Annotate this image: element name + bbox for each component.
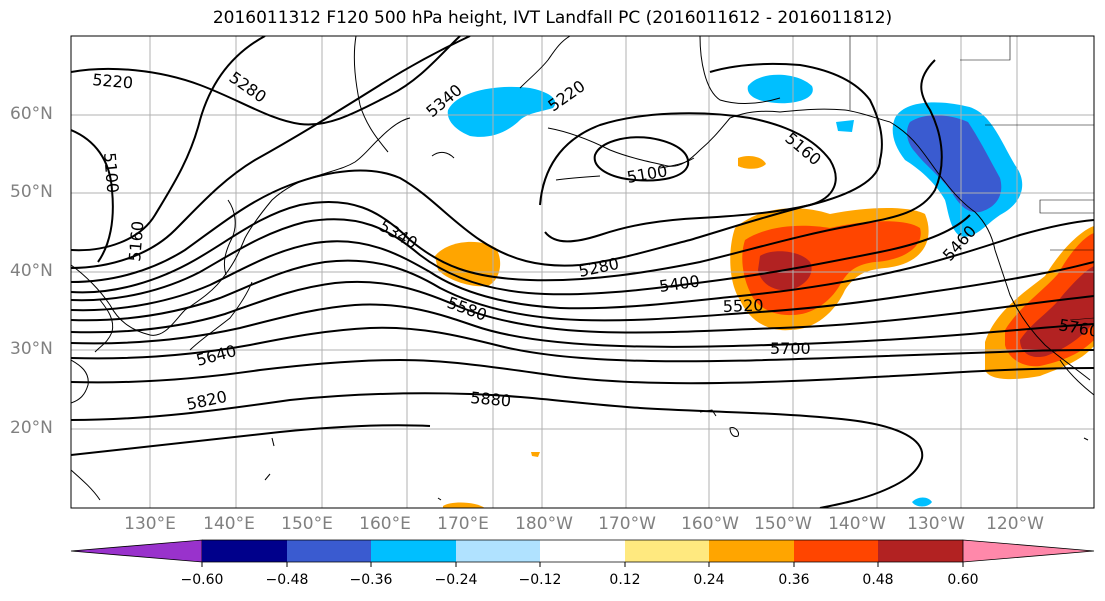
lon-label: 170°E — [437, 514, 489, 534]
colorbar-tick-label: 0.48 — [862, 572, 894, 588]
colorbar-tick-label: 0.24 — [693, 572, 725, 588]
colorbar-segment — [709, 540, 794, 562]
colorbar-extend-low — [70, 539, 203, 563]
lat-label: 40°N — [10, 261, 53, 281]
map-title: 2016011312 F120 500 hPa height, IVT Land… — [212, 8, 893, 28]
political-borders — [848, 36, 1094, 321]
contour-label: 5340 — [376, 216, 421, 253]
contour-label: 5580 — [445, 293, 490, 325]
contour-label: 5160 — [125, 220, 147, 262]
contour-label: 5640 — [194, 341, 238, 370]
colorbar-tick-label: −0.36 — [349, 572, 393, 588]
colorbar-segment — [794, 540, 878, 562]
colorbar-tick-label: 0.60 — [947, 572, 979, 588]
map-area: 5220 5280 5340 5220 5100 5160 5100 5160 … — [71, 36, 1094, 508]
lon-label: 130°E — [124, 514, 176, 534]
height-contours — [71, 36, 1094, 508]
negative-shading — [447, 74, 1023, 507]
colorbar-segment — [202, 540, 287, 562]
lat-label: 50°N — [10, 182, 53, 202]
contour-label: 5280 — [226, 68, 270, 107]
contour-label: 5400 — [658, 271, 701, 295]
lat-label: 60°N — [10, 104, 53, 124]
colorbar-tick-label: −0.12 — [518, 572, 562, 588]
colorbar-segment — [625, 540, 709, 562]
contour-label: 5220 — [92, 70, 134, 92]
lon-label: 180°W — [515, 514, 573, 534]
contour-label: 5100 — [100, 152, 122, 194]
colorbar-segment — [878, 540, 963, 562]
lon-label: 160°W — [681, 514, 739, 534]
colorbar-segment — [540, 540, 625, 562]
lon-label: 130°W — [907, 514, 965, 534]
colorbar-tick-label: 0.36 — [778, 572, 810, 588]
colorbar-tick-label: −0.60 — [180, 572, 224, 588]
lon-label: 170°W — [598, 514, 656, 534]
lon-label: 120°W — [986, 514, 1044, 534]
map-frame — [70, 35, 1095, 509]
colorbar-extend-high — [962, 539, 1095, 563]
lon-label: 140°W — [828, 514, 886, 534]
colorbar-segment — [456, 540, 540, 562]
lon-label: 150°E — [281, 514, 333, 534]
colorbar-tick-label: −0.24 — [434, 572, 478, 588]
positive-shading — [435, 156, 1094, 508]
colorbar — [70, 539, 1095, 567]
gridlines — [71, 36, 1094, 508]
contour-label: 5100 — [625, 161, 668, 187]
contour-label: 5700 — [770, 339, 811, 358]
contour-label: 5520 — [722, 296, 763, 316]
colorbar-tick-label: 0.12 — [609, 572, 641, 588]
contour-label: 5880 — [470, 388, 512, 410]
colorbar-segment — [371, 540, 456, 562]
lon-label: 140°E — [203, 514, 255, 534]
contour-label: 5220 — [544, 76, 588, 115]
lat-label: 20°N — [10, 418, 53, 438]
contour-label: 5280 — [577, 254, 621, 281]
lat-label: 30°N — [10, 339, 53, 359]
lon-label: 160°E — [359, 514, 411, 534]
contour-label: 5160 — [781, 129, 824, 170]
lon-label: 150°W — [754, 514, 812, 534]
colorbar-tick-label: −0.48 — [265, 572, 309, 588]
colorbar-segment — [287, 540, 371, 562]
